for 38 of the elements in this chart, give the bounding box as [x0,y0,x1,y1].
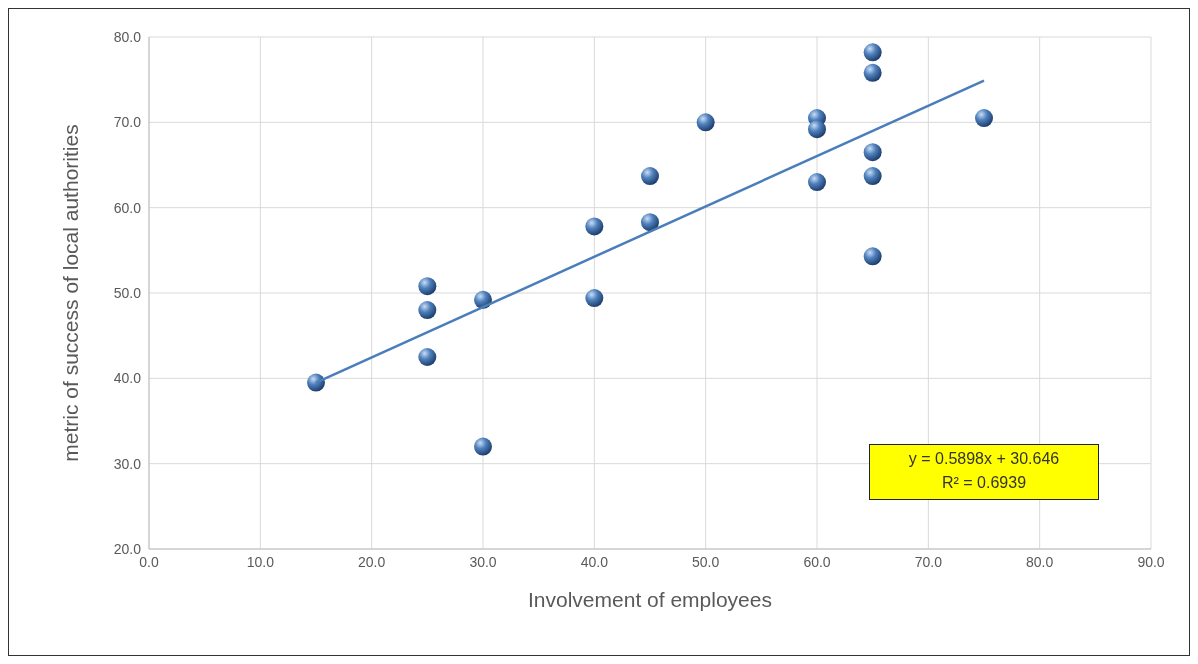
point [474,437,492,456]
x-axis-title: Involvement of employees [528,588,772,611]
y-tick-label: 50.0 [113,284,142,301]
x-tick-label: 90.0 [1137,553,1165,570]
y-axis-title: metric of success of local authorities [59,124,83,462]
annotation: R² = 0.6939 [940,473,1028,493]
point [585,217,604,236]
point [808,120,826,139]
point [641,167,659,186]
point [863,167,882,186]
x-tick-label: 0.0 [139,553,159,570]
y-tick-label: 60.0 [113,199,142,216]
x-tick-label: 70.0 [914,553,943,570]
point [585,289,604,308]
point [863,247,882,266]
point [696,113,715,132]
x-tick-label: 10.0 [246,553,275,570]
point [418,301,437,320]
y-tick-label: 80.0 [113,28,142,45]
point [863,63,882,82]
x-tick-label: 50.0 [692,553,720,570]
point [863,43,882,62]
annotation: y = 0.5898x + 30.646 [907,449,1061,469]
point [418,348,437,366]
y-tick-label: 20.0 [113,540,142,557]
x-tick-label: 80.0 [1026,553,1054,570]
y-tick-label: 70.0 [113,114,142,131]
point [808,173,826,192]
x-tick-label: 30.0 [469,553,497,570]
x-tick-label: 20.0 [358,553,386,570]
y-tick-label: 30.0 [113,455,142,472]
y-tick-label: 40.0 [113,370,142,387]
point [418,277,437,296]
x-tick-label: 40.0 [580,553,609,570]
point [975,109,993,128]
point [641,213,659,232]
x-tick-label: 60.0 [803,553,831,570]
point [863,143,882,162]
